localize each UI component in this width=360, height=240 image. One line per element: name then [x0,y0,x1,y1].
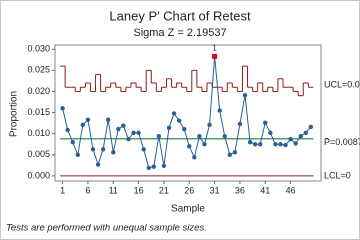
point [207,122,212,128]
point [116,126,121,132]
point [141,147,146,152]
point [100,147,106,152]
y-tick-label: 0.005 [27,149,50,159]
point [242,93,248,98]
point [237,121,243,127]
plot-area [54,44,322,182]
point [182,126,187,132]
point [146,165,151,171]
x-tick-label: 26 [184,185,194,195]
y-tick-label: 0.010 [27,128,50,138]
x-tick-label: 46 [286,185,296,195]
point [70,139,75,145]
point [111,150,116,155]
point [217,108,222,113]
point [106,117,111,122]
x-tick-label: 6 [85,185,90,195]
point [151,164,156,169]
point [156,134,162,139]
point [176,118,182,123]
x-tick-label: 1 [60,185,65,195]
y-tick-label: 0.030 [27,44,50,54]
point [232,150,238,155]
point [227,152,232,158]
x-tick-label: 31 [210,185,220,195]
x-tick-label: 11 [109,185,118,195]
y-tick-label: 0.000 [27,170,50,180]
point [222,134,227,139]
point [75,152,81,158]
point [298,134,303,139]
chart-title: Laney P′ Chart of Retest [109,8,251,23]
point [95,162,101,167]
x-tick-label: 16 [134,185,144,195]
x-axis-label: Sample [171,204,205,215]
center-label: P̄=0.00879 [324,137,360,147]
point [288,136,293,142]
point [197,134,202,139]
point [202,142,207,147]
point [90,147,96,152]
point [252,142,258,147]
point [60,106,65,111]
x-tick-label: 36 [235,185,245,195]
point [303,130,308,136]
point [278,142,283,147]
point [80,122,86,128]
ucl-label: UCL=0.02142 [324,80,360,90]
chart-subtitle: Sigma Z = 2.19537 [133,27,226,39]
x-tick-label: 41 [260,185,270,195]
point [263,120,268,125]
point [161,163,167,168]
point [171,111,177,116]
point [85,117,91,122]
point [166,125,172,130]
lcl-label: LCL=0 [324,170,351,180]
x-tick-label: 21 [159,185,169,195]
point [121,123,126,128]
y-tick-label: 0.020 [27,86,50,96]
point [273,142,278,147]
point [283,142,288,148]
point [136,130,141,136]
y-tick-label: 0.015 [27,107,50,117]
flag-label: 1 [212,44,217,53]
point [247,139,253,145]
point [65,127,70,133]
point [293,141,298,146]
y-tick-label: 0.025 [27,65,50,75]
point [187,144,192,149]
point-flagged [212,53,218,59]
footnote: Tests are performed with unequal sample … [6,223,207,234]
point [126,136,131,142]
point [192,155,197,160]
point [258,142,263,147]
y-axis-label: Proportion [9,91,20,137]
point [308,124,314,130]
point [131,130,136,136]
point [268,130,273,136]
